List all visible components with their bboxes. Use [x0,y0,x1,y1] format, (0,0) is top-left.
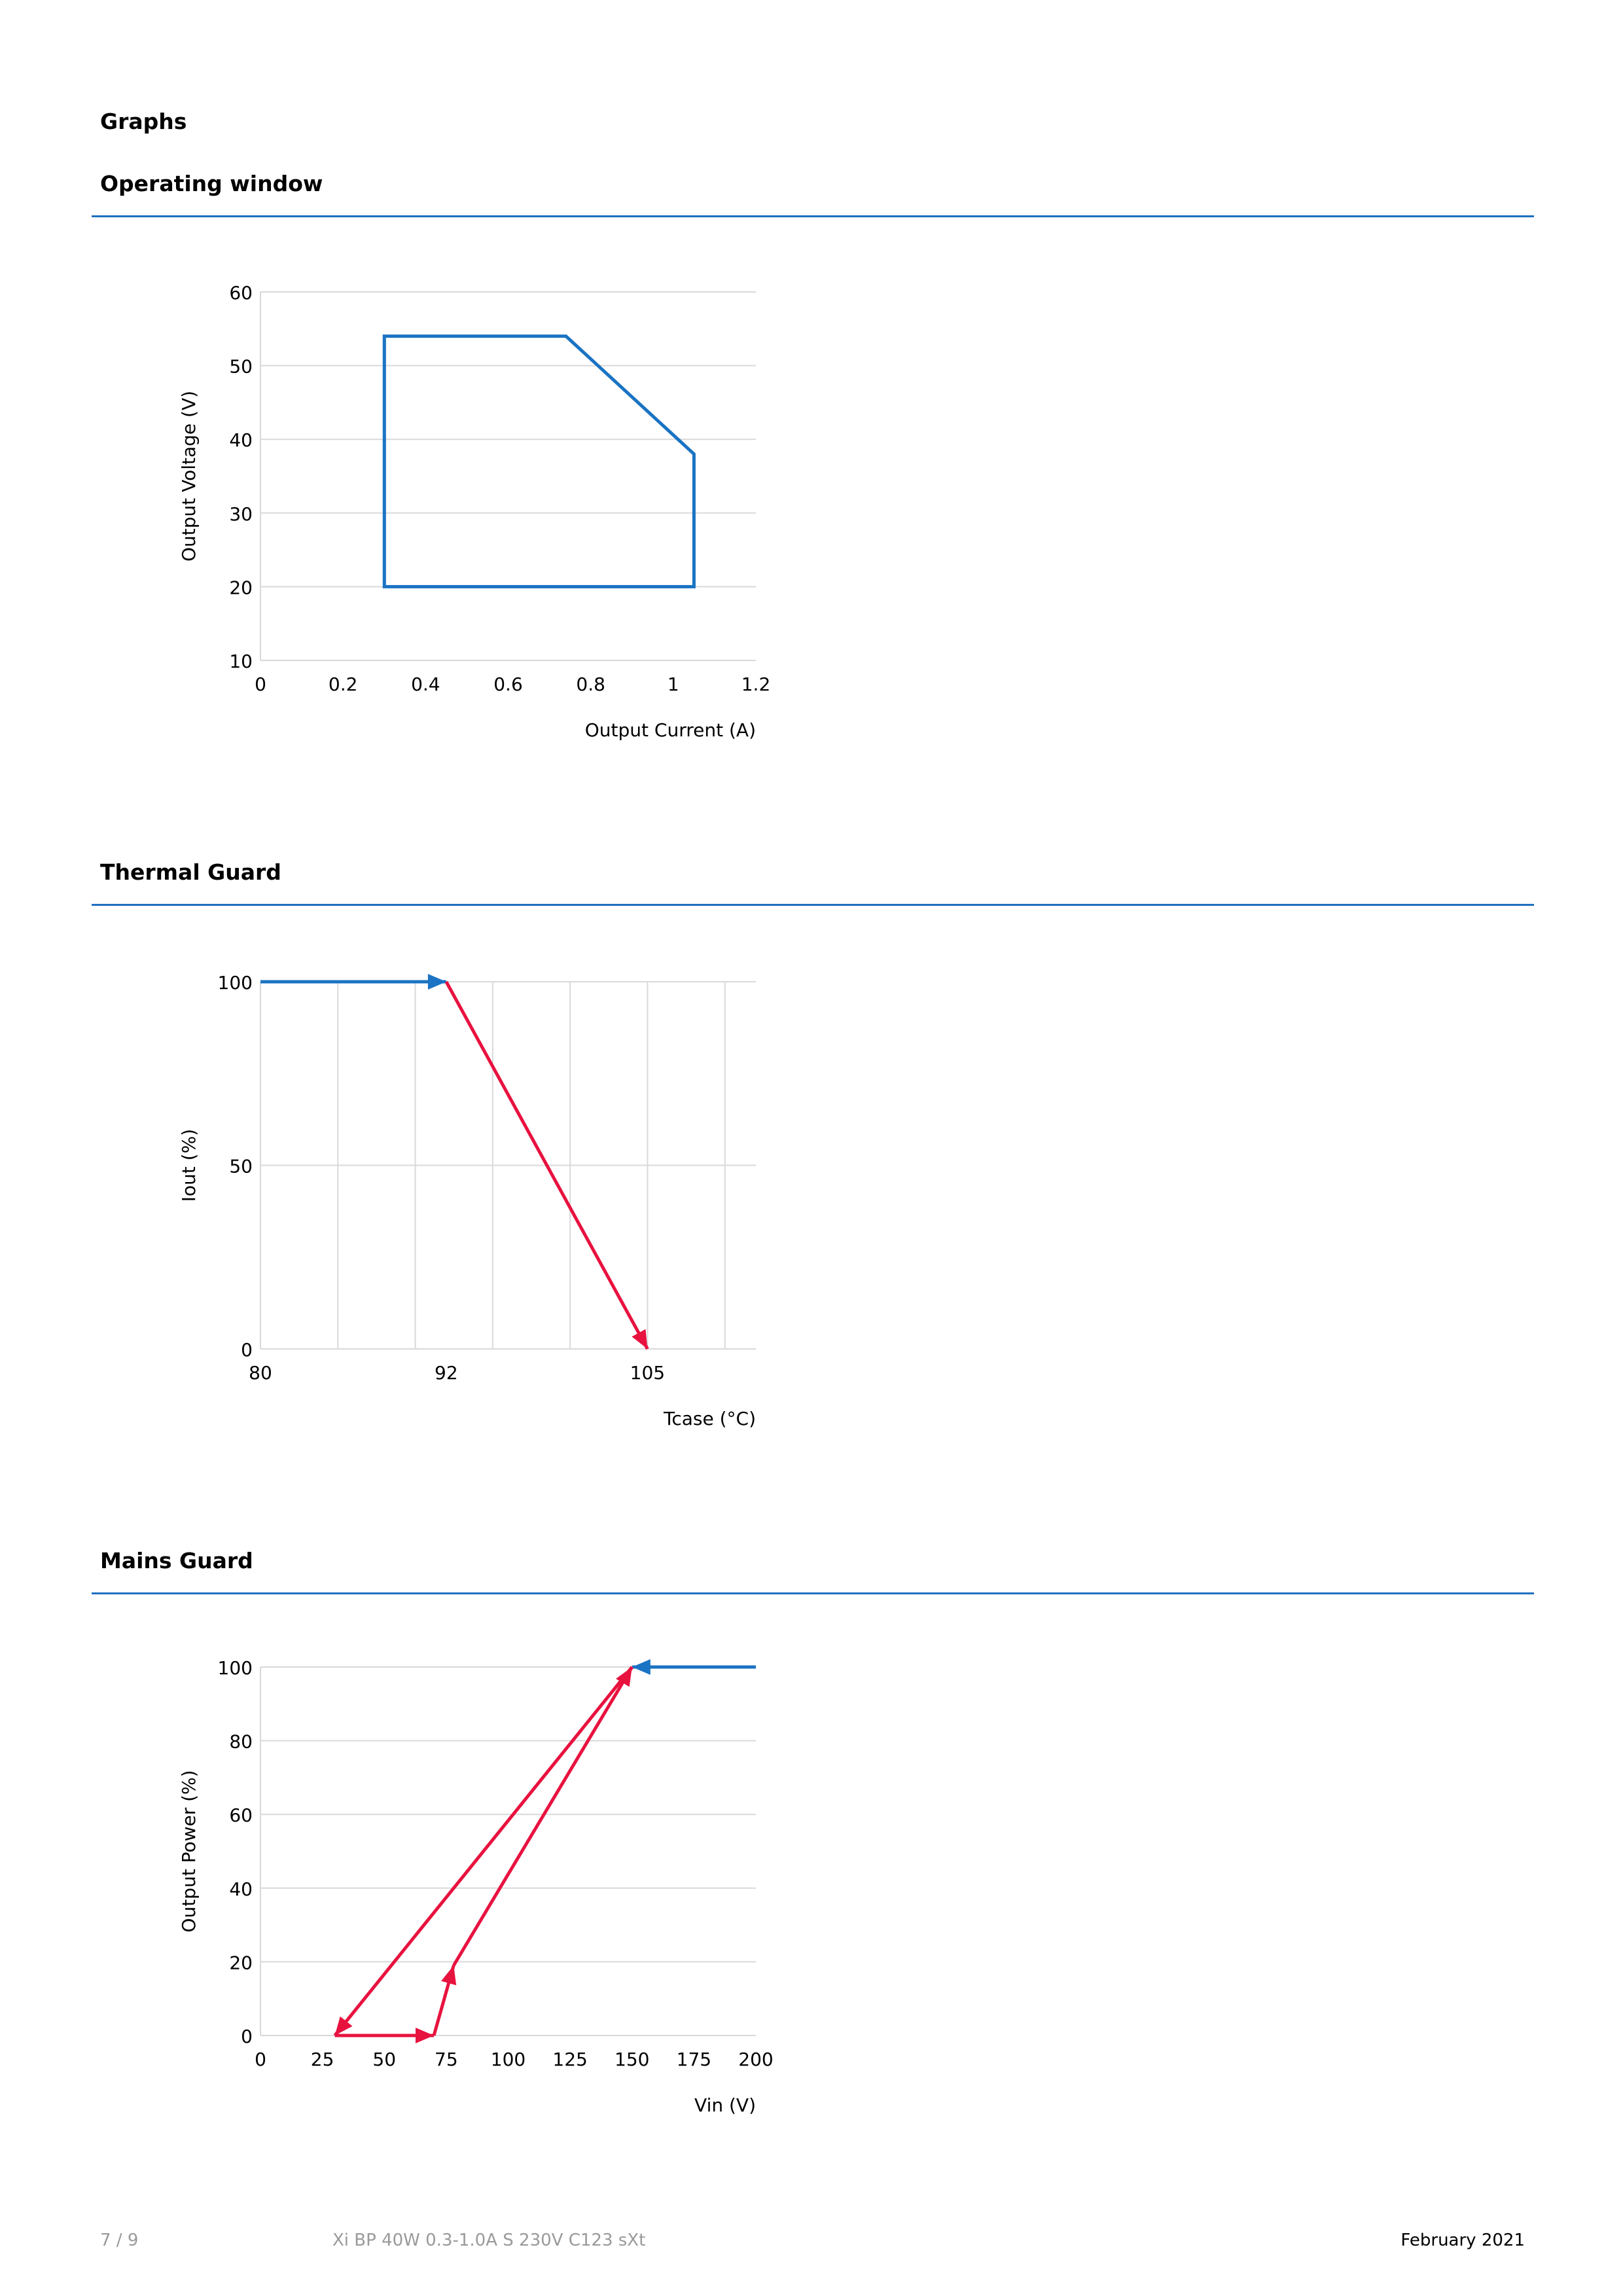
x-tick-label: 0.4 [411,673,440,695]
y-tick-label: 40 [229,429,253,451]
y-axis-title: Output Voltage (V) [178,391,200,562]
arrow-head [334,2016,353,2036]
x-axis-title: Tcase (°C) [663,1408,756,1429]
page-number: 7 / 9 [100,2231,139,2250]
y-tick-label: 60 [229,1804,253,1826]
x-tick-label: 75 [435,2049,458,2070]
x-tick-label: 0 [255,673,266,695]
section-divider [92,215,1534,217]
product-name: Xi BP 40W 0.3-1.0A S 230V C123 sXt [332,2231,646,2250]
y-tick-label: 100 [218,972,253,994]
y-tick-label: 30 [229,503,253,525]
thermal-guard-title: Thermal Guard [100,859,281,885]
y-tick-label: 40 [229,1878,253,1900]
operating-window-chart: 10 20 30 40 50 60 0 0.2 0.4 0.6 0.8 1 1.2 Output Curr… [178,282,771,741]
x-tick-label: 200 [738,2049,773,2070]
thermal-guard-chart: 0 50 100 80 92 105 Tcase (°C) Iout (%) [178,972,756,1429]
y-tick-label: 100 [218,1657,253,1679]
x-tick-label: 0 [255,2049,266,2070]
y-axis-title: Output Power (%) [178,1770,200,1932]
y-tick-label: 60 [229,282,253,304]
y-tick-label: 20 [229,577,253,598]
arrow-head [632,1329,648,1349]
x-tick-label: 0.6 [493,673,523,695]
x-tick-label: 105 [630,1362,665,1384]
arrow-head [616,1667,632,1687]
series-line [382,334,696,588]
x-tick-label: 100 [491,2049,526,2070]
arrow-head [416,2028,434,2043]
section-divider [92,904,1534,906]
x-axis-title: Vin (V) [694,2094,756,2116]
x-tick-label: 175 [677,2049,711,2070]
arrow-head [632,1659,651,1675]
x-tick-label: 92 [435,1362,458,1384]
section-title: Graphs [100,109,187,134]
x-tick-label: 125 [552,2049,587,2070]
arrow-head [441,1965,457,1986]
section-divider [92,1592,1534,1594]
x-tick-label: 50 [372,2049,396,2070]
y-tick-label: 50 [229,1156,253,1177]
x-tick-label: 1.2 [741,673,771,695]
mains-guard-chart: 0 20 40 60 80 100 0 25 50 75 100 125 150 175 200 Vin (V… [178,1657,774,2116]
x-tick-label: 150 [615,2049,649,2070]
y-tick-label: 50 [229,356,253,378]
x-tick-label: 25 [311,2049,334,2070]
y-tick-label: 10 [229,651,253,672]
series-line [444,980,649,1350]
series-line [452,1666,633,1967]
arrow-head [427,974,446,990]
publication-date: February 2021 [1400,2231,1525,2250]
y-tick-label: 0 [241,2026,253,2047]
x-tick-label: 0.8 [576,673,605,695]
operating-window-title: Operating window [100,171,323,196]
series-line [333,1666,633,2037]
x-tick-label: 1 [668,673,679,695]
x-tick-label: 80 [249,1362,272,1384]
y-axis-title: Iout (%) [178,1129,200,1202]
x-tick-label: 0.2 [329,673,358,695]
x-axis-title: Output Current (A) [585,719,756,741]
mains-guard-title: Mains Guard [100,1548,253,1573]
y-tick-label: 80 [229,1731,253,1753]
y-tick-label: 0 [241,1339,253,1361]
y-tick-label: 20 [229,1952,253,1973]
